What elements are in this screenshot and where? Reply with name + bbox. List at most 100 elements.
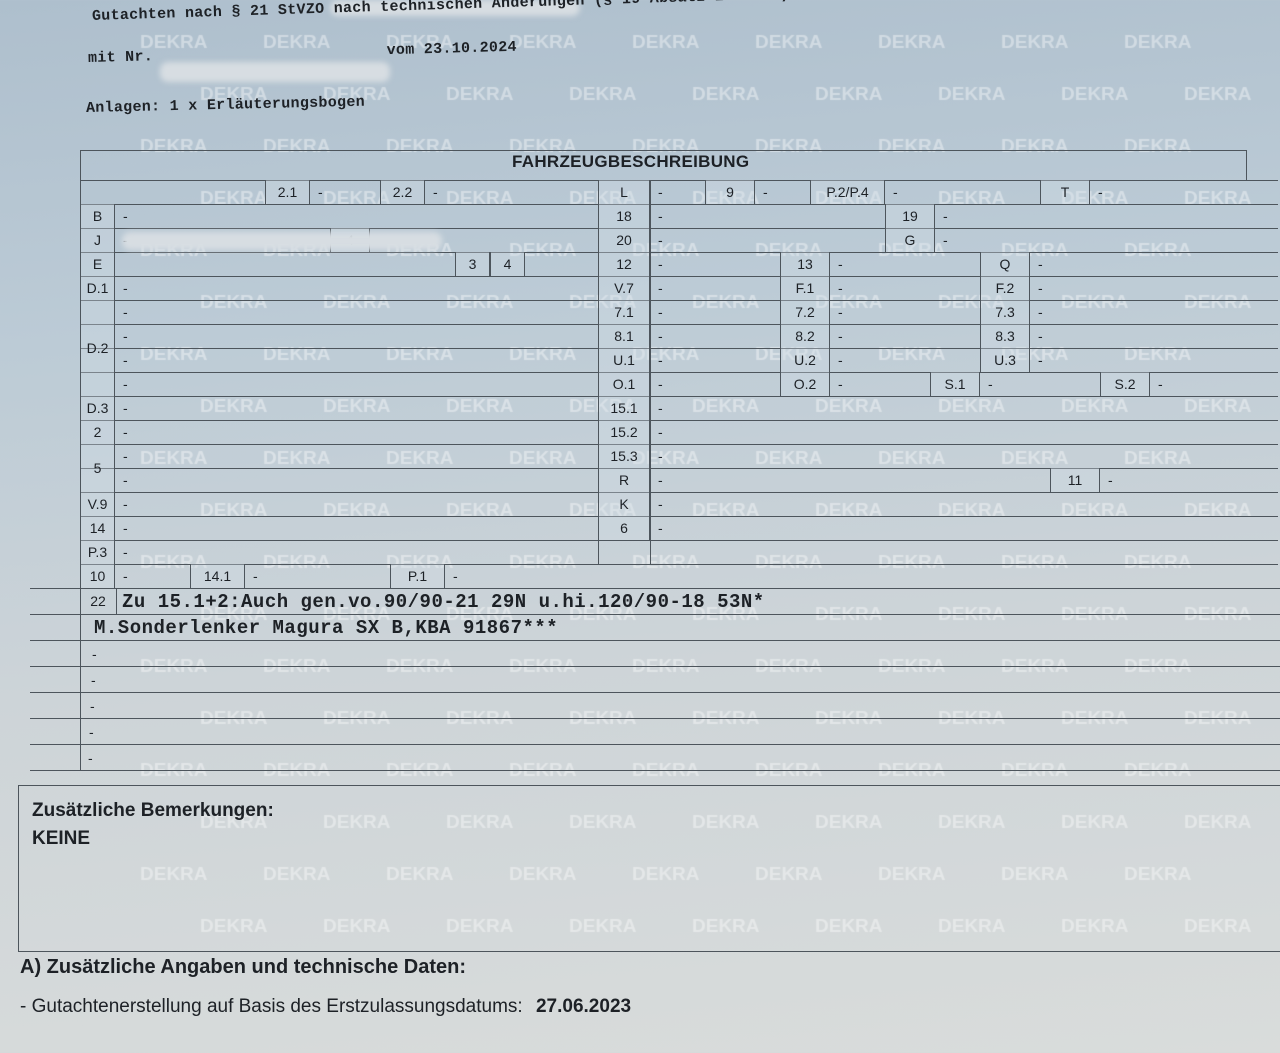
field-u-1-label: U.1: [598, 348, 650, 372]
field-s-2-value: -: [1158, 376, 1163, 392]
field-15-3-label: 15.3: [598, 444, 650, 468]
field-13-label: 13: [780, 252, 830, 276]
redacted-area: [160, 62, 390, 82]
field-d-3-label: D.3: [80, 396, 115, 420]
field-13-value: -: [838, 256, 843, 272]
field-10-label: 10: [80, 564, 115, 588]
field-15-3-value: -: [658, 448, 663, 464]
table-border: [1246, 150, 1247, 180]
remark-line-divider: [30, 770, 1280, 771]
row-divider: [80, 420, 1278, 421]
row-divider: [80, 252, 1278, 253]
field-2-1-label: 2.1: [265, 180, 310, 204]
attachments: Anlagen: 1 x Erläuterungsbogen: [85, 93, 366, 117]
field-11-value: -: [1108, 472, 1113, 488]
field-8-2-label: 8.2: [780, 324, 830, 348]
field-u-3-value: -: [1038, 352, 1043, 368]
field-u-2-value: -: [838, 352, 843, 368]
field-r-value: -: [658, 472, 663, 488]
field-k-value: -: [658, 496, 663, 512]
row-divider: [80, 276, 1278, 277]
field-t-value: -: [1098, 184, 1103, 200]
field-7-2-value: -: [838, 304, 843, 320]
field-7-3-label: 7.3: [980, 300, 1030, 324]
field-d-3-value: -: [123, 400, 128, 416]
field-q-value: -: [1038, 256, 1043, 272]
field-9-value: -: [763, 184, 768, 200]
field-7-3-value: -: [1038, 304, 1043, 320]
field-p-3-label: P.3: [80, 540, 115, 564]
field-14-1-label: 14.1: [190, 564, 245, 588]
field-15-1-label: 15.1: [598, 396, 650, 420]
field-t-label: T: [1040, 180, 1090, 204]
field-d-1-value: -: [123, 280, 128, 296]
field-v-9-value: -: [123, 496, 128, 512]
field-12-label: 12: [598, 252, 650, 276]
remark-line-divider: [30, 588, 1280, 589]
field-continuation-value: -: [123, 376, 128, 392]
field-o-2-value: -: [838, 376, 843, 392]
document-title: Gutachten nach § 21 StVZO nach technisch…: [91, 0, 790, 25]
field-22-line-2: M.Sonderlenker Magura SX B,KBA 91867***: [94, 617, 559, 639]
field-7-1-label: 7.1: [598, 300, 650, 324]
field-7-1-value: -: [658, 304, 663, 320]
field-6-label: 6: [598, 516, 650, 540]
field-f-1-label: F.1: [780, 276, 830, 300]
field-u-3-label: U.3: [980, 348, 1030, 372]
field-continuation-value: -: [123, 328, 128, 344]
field-4-label: 4: [490, 252, 525, 276]
remark-line-divider: [30, 718, 1280, 719]
field-k-label: K: [598, 492, 650, 516]
field-q-label: Q: [980, 252, 1030, 276]
field-l-label: L: [598, 180, 650, 204]
field-8-3-value: -: [1038, 328, 1043, 344]
redacted-number: [163, 54, 378, 60]
row-divider: [80, 300, 1278, 301]
field-p-1-label: P.1: [390, 564, 445, 588]
field-continuation-value: -: [123, 448, 128, 464]
field-8-3-label: 8.3: [980, 324, 1030, 348]
remark-line-divider: [30, 744, 1280, 745]
field-f-2-label: F.2: [980, 276, 1030, 300]
field-5-label: 5: [80, 444, 115, 492]
redacted-area: [330, 0, 580, 16]
field-f-1-value: -: [838, 280, 843, 296]
field-o-1-label: O.1: [598, 372, 650, 396]
field-2-value: -: [123, 424, 128, 440]
field-10-value: -: [123, 568, 128, 584]
field-j-label: J: [80, 228, 115, 252]
field-15-2-value: -: [658, 424, 663, 440]
empty-remark-line: -: [89, 724, 94, 740]
row-divider: [80, 468, 1278, 469]
first-registration-date: 27.06.2023: [535, 996, 632, 1017]
field-15-1-value: -: [658, 400, 663, 416]
remark-line-divider: [30, 640, 1280, 641]
field-22-label: 22: [90, 593, 106, 609]
row-divider: [80, 396, 1278, 397]
empty-remark-line: -: [90, 698, 95, 714]
field-u-1-value: -: [658, 352, 663, 368]
field-p-1-value: -: [453, 568, 458, 584]
field-11-label: 11: [1050, 468, 1100, 492]
report-date: vom 23.10.2024: [386, 38, 518, 60]
row-divider: [80, 492, 1278, 493]
field-p-2-p-4-label: P.2/P.4: [810, 180, 885, 204]
field-19-value: -: [943, 208, 948, 224]
section-a-heading: A) Zusätzliche Angaben und technische Da…: [20, 956, 466, 978]
field-l-value: -: [658, 184, 663, 200]
row-divider: [80, 372, 1278, 373]
field-22-line-1: Zu 15.1+2:Auch gen.vo.90/90-21 29N u.hi.…: [122, 591, 765, 613]
field-v-7-label: V.7: [598, 276, 650, 300]
row-divider: [80, 540, 1278, 541]
field-continuation-value: -: [123, 304, 128, 320]
column-divider: [650, 180, 651, 564]
redacted-area: [122, 232, 442, 250]
field-14-value: -: [123, 520, 128, 536]
field-15-2-label: 15.2: [598, 420, 650, 444]
field-8-2-value: -: [838, 328, 843, 344]
empty-remark-line: -: [92, 646, 97, 662]
report-number-label: mit Nr.: [87, 48, 154, 67]
remark-line-divider: [30, 666, 1280, 667]
field-b-label: B: [80, 204, 115, 228]
remarks-heading: Zusätzliche Bemerkungen:: [32, 800, 274, 821]
